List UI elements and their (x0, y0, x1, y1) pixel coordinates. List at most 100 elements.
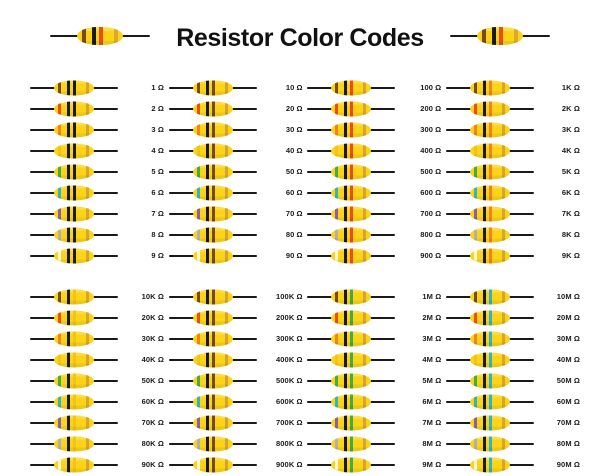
resistor-row[interactable]: 300K Ω (168, 329, 305, 348)
resistor-row[interactable]: 700 Ω (307, 204, 443, 223)
resistor-row[interactable]: 40K Ω (30, 350, 166, 369)
resistor-symbol (445, 373, 534, 389)
resistor-row[interactable]: 7M Ω (307, 413, 443, 432)
resistor-row[interactable]: 100K Ω (168, 287, 305, 306)
resistor-row[interactable]: 300 Ω (307, 120, 443, 139)
resistor-band-1 (473, 310, 477, 325)
resistor-row[interactable]: 80M Ω (445, 434, 582, 453)
resistor-row[interactable]: 40M Ω (445, 350, 582, 369)
resistor-band-1 (473, 227, 477, 242)
resistance-value-label: 20M Ω (556, 313, 580, 322)
resistor-row[interactable]: 70K Ω (30, 413, 166, 432)
resistance-value-label: 9M Ω (422, 460, 442, 469)
resistor-row[interactable]: 9K Ω (445, 246, 582, 265)
resistor-symbol (445, 122, 534, 138)
resistor-row[interactable]: 1K Ω (445, 78, 582, 97)
resistor-row[interactable]: 90 Ω (168, 246, 305, 265)
resistor-row[interactable]: 1 Ω (30, 78, 166, 97)
resistor-row[interactable]: 90M Ω (445, 455, 582, 474)
resistor-row[interactable]: 7K Ω (445, 204, 582, 223)
resistor-row[interactable]: 4M Ω (307, 350, 443, 369)
resistor-symbol (445, 185, 534, 201)
resistor-band-2 (205, 394, 209, 409)
resistor-row[interactable]: 800 Ω (307, 225, 443, 244)
resistor-row[interactable]: 80K Ω (30, 434, 166, 453)
resistor-row[interactable]: 5M Ω (307, 371, 443, 390)
resistor-row[interactable]: 60M Ω (445, 392, 582, 411)
resistor-row[interactable]: 30M Ω (445, 329, 582, 348)
resistor-row[interactable]: 700K Ω (168, 413, 305, 432)
resistor-row[interactable]: 4 Ω (30, 141, 166, 160)
resistor-row[interactable]: 7 Ω (30, 204, 166, 223)
resistor-row[interactable]: 10M Ω (445, 287, 582, 306)
resistor-row[interactable]: 3K Ω (445, 120, 582, 139)
resistor-row[interactable]: 9M Ω (307, 455, 443, 474)
resistance-value-label: 50K Ω (141, 376, 164, 385)
resistor-row[interactable]: 50K Ω (30, 371, 166, 390)
resistor-row[interactable]: 50M Ω (445, 371, 582, 390)
resistor-row[interactable]: 20 Ω (168, 99, 305, 118)
resistor-row[interactable]: 100 Ω (307, 78, 443, 97)
resistor-row[interactable]: 8K Ω (445, 225, 582, 244)
resistor-row[interactable]: 6 Ω (30, 183, 166, 202)
resistor-row[interactable]: 3 Ω (30, 120, 166, 139)
resistor-row[interactable]: 2K Ω (445, 99, 582, 118)
resistor-band-1 (58, 80, 61, 95)
resistor-row[interactable]: 500 Ω (307, 162, 443, 181)
resistor-row[interactable]: 3M Ω (307, 329, 443, 348)
resistor-symbol (307, 289, 396, 305)
resistor-band-1 (335, 206, 339, 221)
resistor-row[interactable]: 20K Ω (30, 308, 166, 327)
resistor-row[interactable]: 8M Ω (307, 434, 443, 453)
resistor-row[interactable]: 20M Ω (445, 308, 582, 327)
resistor-body (192, 143, 233, 158)
resistor-row[interactable]: 60 Ω (168, 183, 305, 202)
resistance-value-label: 90 Ω (285, 251, 303, 260)
resistor-row[interactable]: 4K Ω (445, 141, 582, 160)
resistor-row[interactable]: 10 Ω (168, 78, 305, 97)
resistor-band-1 (196, 122, 200, 137)
resistor-symbol (168, 206, 257, 222)
resistance-value-label: 90K Ω (141, 460, 164, 469)
resistor-row[interactable]: 900 Ω (307, 246, 443, 265)
resistor-row[interactable]: 6K Ω (445, 183, 582, 202)
resistor-row[interactable]: 800K Ω (168, 434, 305, 453)
resistor-row[interactable]: 2M Ω (307, 308, 443, 327)
resistor-row[interactable]: 2 Ω (30, 99, 166, 118)
resistor-body (54, 373, 94, 388)
resistor-row[interactable]: 5 Ω (30, 162, 166, 181)
resistor-body (54, 143, 94, 158)
column-megohms-tens: 10M Ω 20M Ω 30M Ω 40M Ω 50M Ω 60M Ω 70M Ω 80M Ω… (445, 287, 582, 474)
resistor-row[interactable]: 1M Ω (307, 287, 443, 306)
resistor-row[interactable]: 5K Ω (445, 162, 582, 181)
resistor-symbol (168, 394, 257, 410)
resistor-row[interactable]: 30K Ω (30, 329, 166, 348)
resistor-body (469, 101, 510, 116)
resistor-row[interactable]: 200K Ω (168, 308, 305, 327)
resistor-row[interactable]: 70 Ω (168, 204, 305, 223)
resistor-row[interactable]: 60K Ω (30, 392, 166, 411)
resistor-body (192, 227, 233, 242)
resistor-row[interactable]: 500K Ω (168, 371, 305, 390)
resistor-row[interactable]: 50 Ω (168, 162, 305, 181)
resistor-row[interactable]: 600K Ω (168, 392, 305, 411)
resistor-band-4 (363, 185, 367, 200)
resistor-row[interactable]: 400 Ω (307, 141, 443, 160)
resistor-band-4 (86, 143, 89, 158)
resistor-row[interactable]: 400K Ω (168, 350, 305, 369)
resistor-row[interactable]: 9 Ω (30, 246, 166, 265)
resistor-row[interactable]: 600 Ω (307, 183, 443, 202)
resistor-row[interactable]: 90K Ω (30, 455, 166, 474)
resistor-row[interactable]: 8 Ω (30, 225, 166, 244)
resistor-row[interactable]: 10K Ω (30, 287, 166, 306)
resistor-band-3 (211, 185, 215, 200)
resistance-value-label: 60K Ω (141, 397, 164, 406)
resistor-row[interactable]: 70M Ω (445, 413, 582, 432)
resistor-row[interactable]: 200 Ω (307, 99, 443, 118)
resistor-band-1 (473, 457, 477, 472)
resistor-row[interactable]: 40 Ω (168, 141, 305, 160)
resistor-row[interactable]: 80 Ω (168, 225, 305, 244)
resistor-row[interactable]: 30 Ω (168, 120, 305, 139)
resistor-row[interactable]: 6M Ω (307, 392, 443, 411)
resistor-row[interactable]: 900K Ω (168, 455, 305, 474)
